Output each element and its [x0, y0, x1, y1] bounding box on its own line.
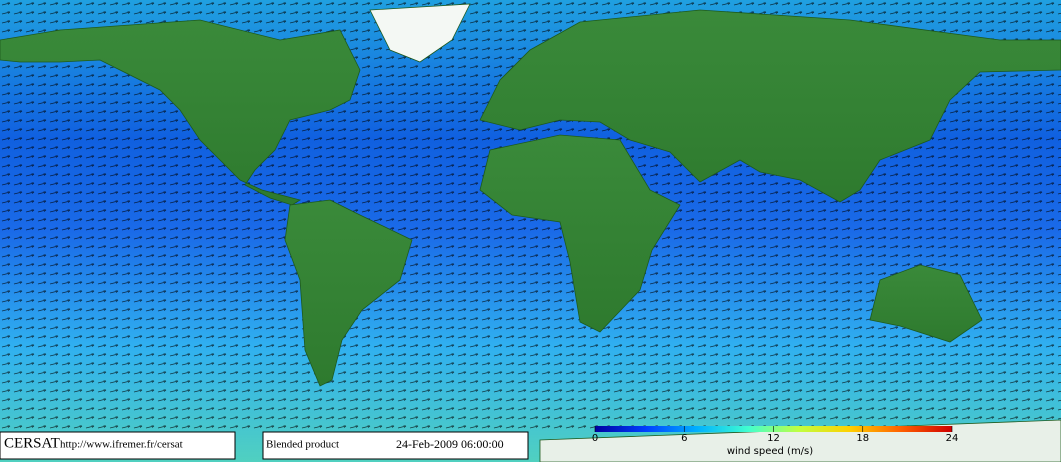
australia — [869, 264, 983, 343]
colorbar-tick-label: 12 — [767, 433, 780, 444]
colorbar-tick-label: 18 — [856, 433, 869, 444]
africa — [479, 134, 681, 333]
colorbar-label: wind speed (m/s) — [727, 446, 813, 457]
brand: CERSAT — [4, 435, 60, 451]
eurasia — [479, 9, 1061, 203]
colorbar-tick-label: 6 — [681, 433, 687, 444]
north-america — [0, 19, 361, 206]
colorbar-tick-label: 0 — [592, 433, 598, 444]
continents — [0, 3, 1061, 462]
colorbar: 0 6 12 18 24 — [592, 426, 959, 444]
colorbar-tick-label: 24 — [946, 433, 959, 444]
credit-box — [0, 431, 236, 460]
south-america — [284, 199, 413, 387]
url: http://www.ifremer.fr/cersat — [60, 439, 183, 451]
timestamp: 24-Feb-2009 06:00:00 — [396, 437, 504, 451]
greenland — [369, 3, 471, 63]
product-box — [262, 431, 529, 460]
product: Blended product — [266, 439, 339, 451]
